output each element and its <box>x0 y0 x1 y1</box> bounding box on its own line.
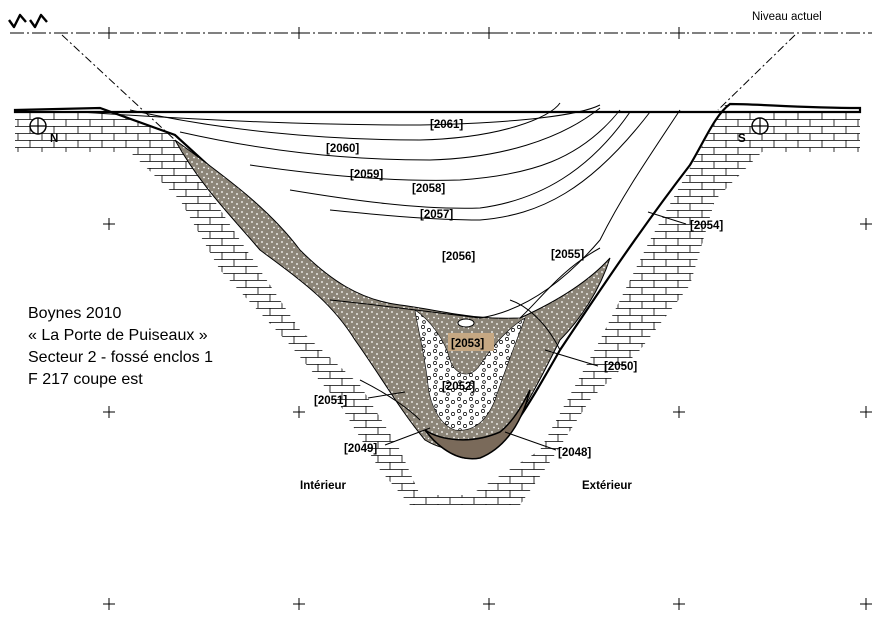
layer-label-2049: [2049] <box>344 443 377 455</box>
layer-label-2054: [2054] <box>690 220 723 232</box>
layer-label-2053: [2053] <box>451 338 484 350</box>
caption-line-4: F 217 coupe est <box>28 371 143 388</box>
layer-label-2056: [2056] <box>442 251 475 263</box>
layer-label-2055: [2055] <box>551 249 584 261</box>
oval-inclusion <box>457 318 475 328</box>
north-marker-icon <box>29 117 47 135</box>
layer-label-2061: [2061] <box>430 119 463 131</box>
north-label: N <box>50 133 58 145</box>
projection-line-right <box>717 34 796 111</box>
layer-label-2051: [2051] <box>314 395 347 407</box>
double-checkmark-icon <box>8 13 48 29</box>
interior-label: Intérieur <box>300 480 347 492</box>
layer-label-2052: [2052] <box>442 381 475 393</box>
projection-line-left <box>61 34 176 141</box>
south-marker-icon <box>751 117 769 135</box>
caption-line-2: « La Porte de Puiseaux » <box>28 327 208 344</box>
south-label: S <box>738 133 746 145</box>
layer-label-2058: [2058] <box>412 183 445 195</box>
highlight-2053 <box>448 333 494 351</box>
bedrock-right-strip <box>720 110 860 152</box>
pebble-layer-2052 <box>414 309 526 431</box>
exterior-label: Extérieur <box>582 480 632 492</box>
caption-line-1: Boynes 2010 <box>28 305 122 322</box>
layer-label-2048: [2048] <box>558 447 591 459</box>
caption-line-3: Secteur 2 - fossé enclos 1 <box>28 349 213 366</box>
dark-layer-2048 <box>424 389 531 460</box>
layer-label-2059: [2059] <box>350 169 383 181</box>
leader-lines <box>367 211 687 451</box>
layer-label-2050: [2050] <box>604 361 637 373</box>
layer-boundaries <box>79 102 681 421</box>
layer-label-2060: [2060] <box>326 143 359 155</box>
survey-crosses <box>103 27 872 610</box>
layer-label-2057: [2057] <box>420 209 453 221</box>
reference-level-label: Niveau actuel <box>752 11 822 23</box>
